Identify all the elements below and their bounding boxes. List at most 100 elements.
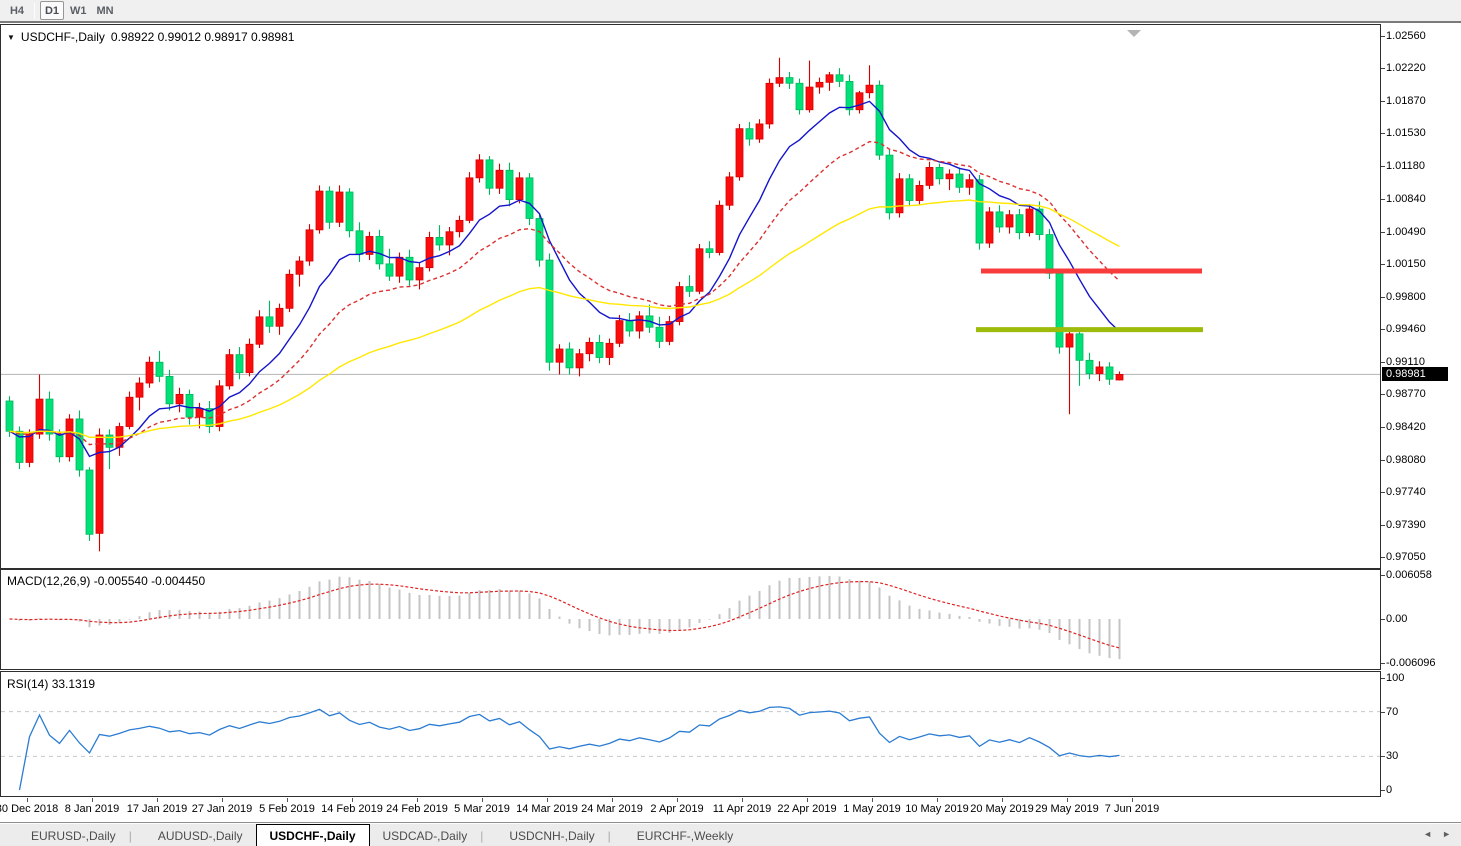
price-axis-label: 0.99800: [1386, 291, 1426, 303]
axis-tick: [1381, 394, 1385, 395]
axis-tick: [1381, 199, 1385, 200]
price-axis-label: 0.98420: [1386, 421, 1426, 433]
timeframe-w1-button[interactable]: W1: [70, 4, 87, 17]
date-tick: [937, 798, 938, 802]
axis-tick: [1381, 133, 1385, 134]
price-axis-label: 0.98080: [1386, 454, 1426, 466]
date-axis-label: 11 Apr 2019: [712, 803, 772, 815]
date-axis-label: 8 Jan 2019: [64, 803, 120, 815]
timeframe-button-group: H4 D1 W1 MN: [4, 1, 119, 20]
date-tick: [352, 798, 353, 802]
date-tick: [222, 798, 223, 802]
chart-window[interactable]: ▼ USDCHF-,Daily 0.98922 0.99012 0.98917 0.…: [0, 24, 1461, 821]
date-axis-label: 1 May 2019: [843, 803, 901, 815]
scroll-to-end-marker-icon: [1127, 30, 1141, 37]
price-axis-label: 1.00490: [1386, 226, 1426, 238]
rsi-axis-label: 30: [1386, 750, 1399, 762]
axis-tick: [1381, 362, 1385, 363]
rsi-label: RSI(14) 33.1319: [7, 677, 95, 691]
date-tick: [27, 798, 28, 802]
macd-axis-label: -0.006096: [1386, 657, 1436, 669]
macd-axis-label: 0.006058: [1386, 569, 1432, 581]
chart-symbol-label: USDCHF-,Daily: [20, 30, 105, 44]
price-axis-label: 1.00840: [1386, 193, 1426, 205]
price-axis-label: 0.97740: [1386, 486, 1426, 498]
date-axis-label: 24 Feb 2019: [386, 803, 448, 815]
tab-eurusddaily[interactable]: EURUSD-,Daily |: [31, 829, 132, 843]
axis-tick: [1381, 575, 1385, 576]
date-axis-label: 5 Feb 2019: [259, 803, 315, 815]
axis-tick: [1381, 756, 1385, 757]
date-axis-label: 17 Jan 2019: [126, 803, 188, 815]
tab-usdchfdaily[interactable]: USDCHF-,Daily: [255, 824, 370, 846]
axis-tick: [1381, 678, 1385, 679]
rsi-indicator-pane[interactable]: [0, 671, 1381, 797]
price-axis-label: 0.99110: [1386, 356, 1425, 368]
current-price-label: 0.98981: [1382, 367, 1448, 381]
price-axis-label: 0.97050: [1386, 551, 1426, 563]
tab-divider: |: [480, 829, 484, 843]
main-price-chart[interactable]: [0, 24, 1381, 569]
rsi-axis-label: 0: [1386, 784, 1393, 796]
date-axis-label: 29 May 2019: [1035, 803, 1099, 815]
date-axis-label: 2 Apr 2019: [650, 803, 704, 815]
axis-tick: [1381, 329, 1385, 330]
price-axis-label: 1.00150: [1386, 258, 1426, 270]
date-tick: [482, 798, 483, 802]
date-tick: [1067, 798, 1068, 802]
price-axis-label: 0.98770: [1386, 388, 1426, 400]
toolbar-separator: [34, 2, 35, 19]
date-tick: [287, 798, 288, 802]
price-axis-label: 1.02220: [1386, 62, 1426, 74]
axis-tick: [1381, 619, 1385, 620]
axis-tick: [1381, 712, 1385, 713]
rsi-value: 33.1319: [51, 677, 96, 691]
macd-axis-label: 0.00: [1386, 613, 1408, 625]
price-axis-label: 1.01180: [1386, 160, 1425, 172]
date-axis-label: 22 Apr 2019: [777, 803, 837, 815]
chart-title: ▼ USDCHF-,Daily 0.98922 0.99012 0.98917 0.…: [7, 30, 294, 44]
date-tick: [742, 798, 743, 802]
tab-scroll-arrows: ◄ ►: [1423, 829, 1451, 839]
date-tick: [807, 798, 808, 802]
date-axis: 30 Dec 2018 8 Jan 2019 17 Jan 2019 27 Jan 2…: [0, 798, 1381, 820]
chart-dropdown-icon[interactable]: ▼: [7, 32, 15, 42]
date-axis-label: 10 May 2019: [905, 803, 969, 815]
date-axis-label: 24 Mar 2019: [581, 803, 643, 815]
date-tick: [547, 798, 548, 802]
tab-eurchfweekly[interactable]: EURCHF-,Weekly: [636, 829, 734, 843]
date-axis-label: 14 Mar 2019: [516, 803, 578, 815]
timeframe-h4-button[interactable]: H4: [9, 4, 25, 17]
tab-usdcaddaily[interactable]: USDCAD-,Daily |: [382, 829, 484, 843]
axis-tick: [1381, 557, 1385, 558]
date-tick: [417, 798, 418, 802]
symbol-tabs: EURUSD-,Daily | AUDUSD-,Daily USDCHF-,Daily…: [18, 824, 746, 846]
axis-tick: [1381, 790, 1385, 791]
rsi-axis-label: 100: [1386, 672, 1405, 684]
macd-indicator-pane[interactable]: [0, 569, 1381, 670]
tab-usdcnhdaily[interactable]: USDCNH-,Daily |: [509, 829, 611, 843]
axis-tick: [1381, 663, 1385, 664]
rsi-axis-label: 70: [1386, 706, 1399, 718]
axis-tick: [1381, 460, 1385, 461]
tab-scroll-right-icon[interactable]: ►: [1442, 829, 1451, 839]
timeframe-d1-button[interactable]: D1: [40, 1, 64, 20]
chart-ohlc-values: 0.98922 0.99012 0.98917 0.98981: [110, 30, 295, 44]
timeframe-mn-button[interactable]: MN: [96, 4, 114, 17]
axis-tick: [1381, 427, 1385, 428]
axis-tick: [1381, 68, 1385, 69]
date-axis-label: 20 May 2019: [970, 803, 1034, 815]
axis-tick: [1381, 166, 1385, 167]
axis-tick: [1381, 232, 1385, 233]
price-axis-label: 1.02560: [1386, 30, 1426, 42]
axis-tick: [1381, 297, 1385, 298]
tab-audusddaily[interactable]: AUDUSD-,Daily: [157, 829, 243, 843]
axis-tick: [1381, 492, 1385, 493]
date-tick: [612, 798, 613, 802]
date-axis-label: 14 Feb 2019: [321, 803, 383, 815]
tab-scroll-left-icon[interactable]: ◄: [1423, 829, 1433, 839]
axis-tick: [1381, 264, 1385, 265]
macd-values: -0.005540 -0.004450: [93, 574, 206, 588]
date-tick: [1002, 798, 1003, 802]
